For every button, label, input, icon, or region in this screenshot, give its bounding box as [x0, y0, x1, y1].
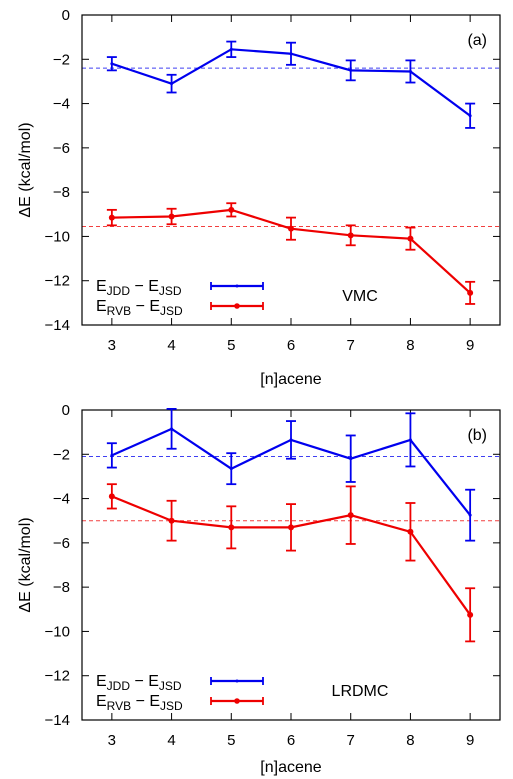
data-point	[468, 513, 472, 517]
data-point	[288, 524, 294, 531]
legend-marker	[235, 284, 239, 288]
data-point	[349, 68, 353, 72]
data-point	[408, 438, 412, 442]
panel-label: (b)	[467, 427, 487, 444]
y-tick-label: −8	[53, 579, 70, 596]
data-point	[289, 438, 293, 442]
x-tick-label: 6	[287, 337, 295, 354]
legend-entry-0: EJDD − EJSD	[96, 278, 182, 298]
y-tick-label: −2	[53, 446, 70, 463]
data-point	[168, 213, 175, 220]
y-tick-label: −4	[53, 491, 70, 508]
data-point	[467, 611, 474, 618]
legend-entry-1: ERVB − EJSD	[96, 298, 183, 318]
y-tick-label: −12	[45, 273, 70, 290]
data-point	[170, 427, 174, 431]
y-axis-label: ΔE (kcal/mol)	[17, 122, 34, 217]
x-tick-label: 7	[347, 732, 355, 749]
data-point	[288, 225, 294, 232]
x-tick-label: 5	[227, 337, 235, 354]
data-point	[468, 114, 472, 118]
legend-marker	[234, 698, 240, 704]
data-point	[407, 528, 414, 535]
x-tick-label: 4	[167, 732, 175, 749]
x-tick-label: 3	[108, 337, 116, 354]
y-tick-label: −14	[45, 317, 70, 334]
y-axis-label: ΔE (kcal/mol)	[17, 517, 34, 612]
y-tick-label: −2	[53, 51, 70, 68]
data-point	[108, 493, 115, 500]
y-tick-label: −10	[45, 228, 70, 245]
y-tick-label: −6	[53, 140, 70, 157]
x-axis-label: [n]acene	[260, 759, 321, 776]
x-tick-label: 9	[466, 337, 474, 354]
x-tick-label: 5	[227, 732, 235, 749]
data-point	[349, 457, 353, 461]
data-point	[168, 517, 175, 524]
data-point	[228, 524, 235, 531]
x-tick-label: 9	[466, 732, 474, 749]
data-point	[110, 453, 114, 457]
y-tick-label: −10	[45, 623, 70, 640]
data-point	[170, 82, 174, 86]
data-point	[467, 289, 474, 296]
x-tick-label: 8	[406, 732, 414, 749]
data-point	[347, 512, 354, 519]
x-tick-label: 7	[347, 337, 355, 354]
y-tick-label: −14	[45, 712, 70, 729]
x-tick-label: 6	[287, 732, 295, 749]
data-point	[407, 235, 414, 242]
data-point	[229, 467, 233, 471]
y-tick-label: −8	[53, 184, 70, 201]
data-point	[229, 47, 233, 51]
y-tick-label: −6	[53, 535, 70, 552]
legend-entry-0: EJDD − EJSD	[96, 673, 182, 693]
legend-entry-1: ERVB − EJSD	[96, 693, 183, 713]
data-point	[108, 214, 115, 221]
x-tick-label: 4	[167, 337, 175, 354]
y-tick-label: −4	[53, 96, 70, 113]
x-axis-label: [n]acene	[260, 371, 321, 388]
panel-label: (a)	[467, 32, 487, 49]
method-label: LRDMC	[332, 683, 389, 700]
data-point	[228, 206, 235, 213]
data-point	[347, 232, 354, 239]
y-tick-label: 0	[62, 7, 70, 24]
legend-marker	[234, 303, 240, 309]
data-point	[289, 52, 293, 56]
method-label: VMC	[342, 288, 378, 305]
y-tick-label: 0	[62, 402, 70, 419]
legend-marker	[235, 679, 239, 683]
x-tick-label: 3	[108, 732, 116, 749]
x-tick-label: 8	[406, 337, 414, 354]
y-tick-label: −12	[45, 668, 70, 685]
panel-a: 0 −2 −4 −6 −8 −10 −12 −14 3 4 5 6 7 8 9 [n]acene ΔE (kca…	[17, 7, 501, 388]
data-point	[110, 62, 114, 66]
data-point	[408, 69, 412, 73]
panel-b: 0 −2 −4 −6 −8 −10 −12 −14 3 4 5 6 7 8 9 [n]acene ΔE (kca…	[17, 402, 501, 776]
